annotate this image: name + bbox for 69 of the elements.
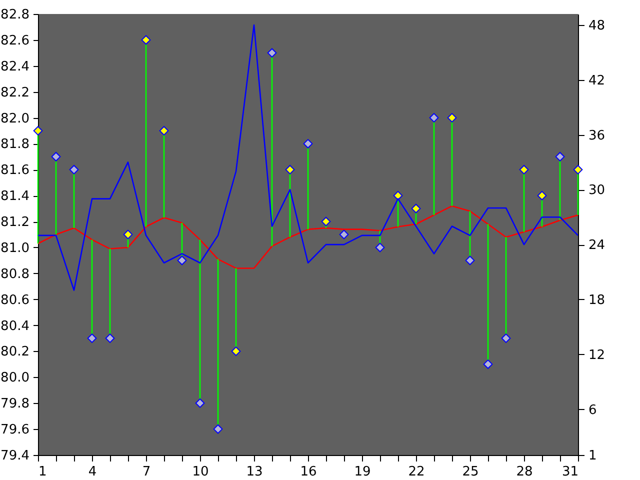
x-tick-label: 7 — [142, 464, 151, 480]
y2-tick-label: 18 — [588, 292, 606, 308]
x-tick-label: 10 — [192, 464, 209, 480]
point — [339, 230, 349, 240]
x-tick-label: 16 — [300, 464, 317, 480]
point — [555, 152, 565, 162]
point — [87, 334, 97, 343]
point — [141, 35, 151, 45]
y2-tick-label: 24 — [588, 238, 606, 254]
y-tick-label: 79.4 — [0, 448, 30, 464]
x-tick-label: 19 — [354, 464, 371, 480]
y-tick-label: 80.2 — [0, 344, 30, 360]
y2-tick-label: 6 — [588, 402, 597, 418]
x-tick-label: 1 — [38, 464, 47, 480]
y2-tick-label: 1 — [588, 448, 597, 464]
x-tick-label: 31 — [562, 464, 578, 480]
point — [213, 424, 223, 434]
point — [33, 126, 43, 136]
y2-tick-label: 30 — [588, 183, 606, 198]
y-tick-label: 80.0 — [0, 370, 30, 386]
point — [573, 164, 583, 174]
y-tick-label: 82.8 — [0, 8, 30, 22]
point — [285, 164, 295, 174]
y-tick-label: 79.8 — [0, 396, 30, 412]
point — [501, 334, 511, 343]
y-tick-label: 82.4 — [0, 59, 30, 74]
y-tick-label: 79.6 — [0, 422, 30, 438]
y-tick-label: 81.0 — [0, 240, 30, 256]
line-series — [38, 205, 578, 269]
point — [51, 152, 61, 162]
point — [375, 242, 385, 252]
point — [537, 190, 547, 200]
point — [483, 360, 493, 369]
x-tick-label: 25 — [462, 464, 479, 480]
y2-tick-label: 36 — [588, 128, 606, 144]
y-tick-label: 81.2 — [0, 215, 30, 230]
y-tick-label: 81.6 — [0, 163, 30, 178]
point — [177, 256, 187, 266]
line-series — [38, 24, 578, 291]
point — [465, 256, 475, 266]
point — [267, 48, 277, 58]
y-tick-label: 80.8 — [0, 266, 30, 282]
point — [411, 204, 421, 214]
x-tick-label: 13 — [246, 464, 263, 480]
point — [519, 164, 529, 174]
y-tick-label: 80.4 — [0, 318, 30, 334]
point — [321, 216, 331, 226]
point — [123, 230, 133, 240]
y2-tick-label: 42 — [588, 73, 606, 88]
y-tick-label: 82.0 — [0, 111, 30, 126]
x-tick-label: 4 — [88, 464, 97, 480]
y-tick-label: 81.4 — [0, 189, 30, 204]
y-tick-label: 82.6 — [0, 33, 30, 48]
point — [231, 346, 241, 356]
point — [303, 139, 313, 148]
point — [195, 398, 205, 408]
point — [429, 113, 439, 122]
point — [393, 190, 403, 200]
y-tick-label: 82.2 — [0, 85, 30, 100]
y-tick-label: 81.8 — [0, 137, 30, 152]
point — [105, 334, 115, 343]
y2-tick-label: 12 — [588, 348, 606, 363]
x-tick-label: 28 — [516, 464, 533, 480]
y-tick-label: 80.6 — [0, 292, 30, 308]
x-tick-label: 22 — [408, 464, 425, 480]
y2-tick-label: 48 — [588, 18, 606, 34]
point — [159, 126, 169, 136]
point — [69, 164, 79, 174]
point — [447, 113, 457, 122]
